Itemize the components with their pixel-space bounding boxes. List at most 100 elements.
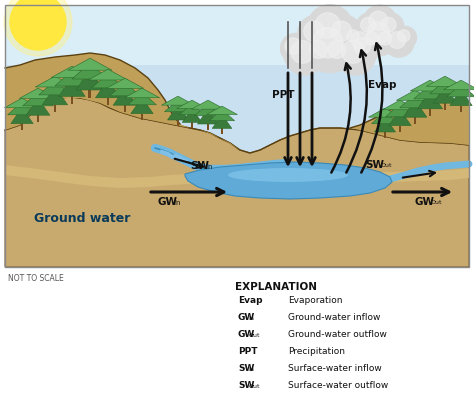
Circle shape	[304, 21, 324, 41]
Circle shape	[331, 245, 335, 250]
Circle shape	[380, 204, 384, 208]
Circle shape	[131, 206, 136, 210]
Text: SW: SW	[365, 160, 384, 170]
Circle shape	[104, 209, 108, 214]
Circle shape	[179, 217, 183, 221]
Circle shape	[207, 236, 211, 240]
Bar	[5, 5, 469, 65]
Bar	[384, 132, 386, 138]
Circle shape	[111, 191, 115, 196]
Circle shape	[389, 231, 393, 236]
Circle shape	[335, 233, 339, 238]
Polygon shape	[72, 63, 108, 79]
Bar	[444, 103, 447, 110]
Circle shape	[42, 248, 47, 252]
Circle shape	[98, 238, 102, 242]
Circle shape	[128, 200, 132, 204]
Circle shape	[201, 261, 205, 265]
Circle shape	[270, 248, 274, 252]
Circle shape	[416, 212, 421, 217]
Circle shape	[217, 240, 221, 244]
Circle shape	[263, 254, 267, 258]
Circle shape	[146, 201, 150, 206]
Circle shape	[85, 258, 90, 262]
Circle shape	[455, 213, 459, 217]
Circle shape	[12, 233, 17, 237]
Circle shape	[260, 260, 264, 264]
Circle shape	[72, 259, 76, 264]
Circle shape	[22, 201, 26, 205]
Polygon shape	[5, 165, 469, 188]
Circle shape	[227, 210, 231, 215]
Circle shape	[116, 228, 120, 233]
Text: Ground-water outflow: Ground-water outflow	[288, 330, 387, 339]
Text: GW: GW	[415, 197, 435, 207]
Circle shape	[217, 246, 221, 250]
Circle shape	[415, 203, 419, 207]
Circle shape	[361, 17, 375, 32]
Circle shape	[347, 232, 352, 237]
Circle shape	[308, 247, 312, 251]
Text: Evap: Evap	[238, 296, 263, 305]
Polygon shape	[426, 76, 464, 86]
Circle shape	[263, 229, 267, 234]
Circle shape	[53, 206, 57, 211]
Circle shape	[185, 215, 190, 219]
Circle shape	[339, 240, 343, 244]
Circle shape	[398, 30, 410, 42]
Polygon shape	[350, 99, 469, 145]
Polygon shape	[113, 88, 137, 105]
Circle shape	[119, 207, 123, 212]
Circle shape	[69, 210, 73, 214]
Circle shape	[292, 209, 296, 214]
Circle shape	[219, 250, 223, 255]
Polygon shape	[400, 94, 430, 108]
Polygon shape	[207, 106, 237, 115]
Polygon shape	[410, 80, 450, 91]
Circle shape	[145, 207, 149, 212]
Bar	[141, 114, 143, 120]
Circle shape	[344, 200, 348, 204]
Bar	[21, 124, 23, 130]
Circle shape	[416, 246, 420, 250]
Circle shape	[86, 226, 90, 231]
Polygon shape	[198, 109, 219, 124]
Bar	[428, 109, 431, 116]
Circle shape	[301, 196, 305, 200]
Circle shape	[297, 230, 301, 234]
Circle shape	[22, 249, 27, 253]
Circle shape	[322, 200, 326, 204]
Polygon shape	[194, 104, 221, 116]
Circle shape	[244, 198, 248, 202]
Circle shape	[272, 252, 276, 257]
Circle shape	[383, 247, 388, 252]
Text: PPT: PPT	[272, 90, 294, 100]
Circle shape	[401, 207, 405, 211]
Circle shape	[421, 206, 426, 210]
Circle shape	[428, 190, 432, 194]
Circle shape	[105, 219, 109, 223]
Bar	[177, 120, 179, 126]
Polygon shape	[76, 70, 104, 90]
Circle shape	[253, 222, 257, 226]
Polygon shape	[23, 92, 53, 106]
Circle shape	[170, 243, 174, 247]
Bar	[5, 5, 469, 267]
Circle shape	[302, 17, 357, 73]
Bar	[191, 122, 193, 128]
Circle shape	[32, 243, 36, 248]
Polygon shape	[374, 117, 395, 132]
Polygon shape	[167, 105, 189, 120]
Circle shape	[22, 243, 27, 248]
Polygon shape	[368, 108, 401, 117]
Circle shape	[325, 15, 362, 52]
Circle shape	[430, 221, 434, 226]
Circle shape	[310, 196, 315, 200]
Polygon shape	[185, 162, 392, 199]
Circle shape	[146, 208, 150, 213]
Circle shape	[430, 242, 435, 246]
Circle shape	[307, 256, 311, 261]
Circle shape	[218, 213, 222, 218]
Circle shape	[361, 28, 385, 52]
Polygon shape	[403, 100, 427, 117]
